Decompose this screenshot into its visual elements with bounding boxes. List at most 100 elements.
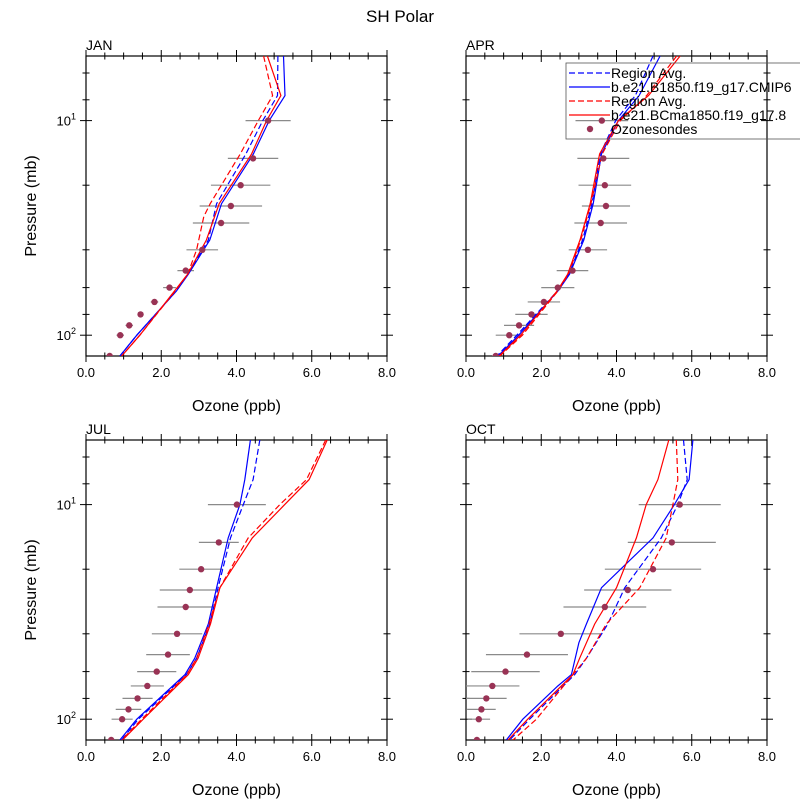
ozonesonde-point — [502, 668, 509, 675]
panel-title: APR — [466, 37, 495, 53]
panel-oct: OCT 0.0 2.0 4.0 6.0 8.0 Ozone (ppb) — [457, 421, 776, 799]
x-axis-label: Ozone (ppb) — [572, 398, 661, 415]
ozonesonde-point — [515, 322, 523, 329]
ozonesonde-point — [602, 202, 610, 210]
y-tick-base: 10 — [57, 498, 71, 513]
ozonesonde-point — [117, 332, 124, 339]
y-tick-base: 10 — [57, 712, 71, 727]
figure-title: SH Polar — [366, 7, 434, 26]
y-tick-label: 101 — [57, 112, 76, 129]
legend-marker — [586, 125, 594, 133]
legend-item: b.e21.BCma1850.f19_g17.8 — [569, 107, 786, 123]
series-line-model-red — [498, 56, 681, 356]
x-tick-label: 8.0 — [378, 749, 396, 764]
legend-label: b.e21.BCma1850.f19_g17.8 — [611, 107, 786, 123]
legend-item: Region Avg. — [569, 65, 686, 81]
ozonesonde-point — [601, 182, 609, 189]
ozonesonde-point — [478, 706, 485, 713]
ozonesonde-point — [126, 322, 133, 329]
x-tick-label: 0.0 — [77, 365, 95, 380]
plot-area — [466, 440, 721, 740]
ozonesonde-point — [173, 630, 181, 638]
ozonesonde-point — [540, 298, 548, 306]
ozonesonde-point — [554, 284, 562, 291]
x-tick-label: 2.0 — [532, 749, 550, 764]
legend-item: Ozonesondes — [586, 121, 697, 137]
legend-label: Ozonesondes — [611, 121, 697, 137]
x-tick-label: 6.0 — [303, 365, 321, 380]
ozonesonde-point — [523, 651, 531, 658]
ozonesonde-point — [598, 117, 606, 124]
legend-label: Region Avg. — [611, 93, 686, 109]
series-line-region-avg-blue — [496, 56, 654, 356]
y-tick-exponent: 2 — [71, 710, 76, 720]
ozonesonde-point — [237, 182, 244, 189]
ozonesonde-point — [153, 668, 160, 675]
ozonesonde-point — [186, 586, 194, 594]
panel-apr: APR 0.0 2.0 4.0 6.0 8.0 Ozone (ppb) — [457, 37, 776, 415]
y-tick-label: 102 — [57, 326, 76, 343]
ozonesonde-point — [106, 352, 113, 356]
ozonesonde-point — [217, 219, 225, 227]
ozonesonde-point — [182, 603, 189, 611]
ozonesonde-point — [197, 566, 205, 573]
x-tick-label: 4.0 — [607, 749, 625, 764]
series-line-model-red — [121, 56, 282, 356]
ozonesonde-point — [125, 706, 132, 713]
ozonesonde-point — [118, 716, 126, 723]
plot-area — [108, 440, 328, 740]
x-tick-label: 8.0 — [378, 365, 396, 380]
y-axis-label: Pressure (mb) — [23, 539, 40, 640]
legend-label: Region Avg. — [611, 65, 686, 81]
ozonesonde-point — [475, 716, 482, 723]
x-tick-label: 2.0 — [152, 365, 170, 380]
ozonesonde-point — [569, 267, 576, 274]
x-tick-label: 2.0 — [532, 365, 550, 380]
series-line-model-blue — [119, 440, 251, 740]
ozonesonde-point — [557, 630, 565, 638]
legend-label: b.e21.B1850.f19_g17.CMIP6 — [611, 79, 792, 95]
ozonesonde-point — [215, 539, 223, 546]
ozonesonde-point — [584, 246, 592, 254]
y-tick-label: 101 — [57, 496, 76, 513]
x-tick-label: 0.0 — [457, 365, 475, 380]
ozonesonde-point — [108, 736, 115, 740]
y-tick-base: 10 — [57, 328, 71, 343]
ozonesonde-point — [166, 284, 173, 291]
panel-title: JUL — [86, 421, 111, 437]
ozonesonde-point — [483, 695, 490, 702]
ozonesonde-point — [182, 267, 189, 274]
y-tick-exponent: 2 — [71, 326, 76, 336]
y-tick-exponent: 1 — [71, 496, 76, 506]
y-tick-base: 10 — [57, 114, 71, 129]
ozonesonde-point — [164, 651, 172, 658]
ozonesonde-point — [151, 298, 158, 306]
ozonesonde-point — [137, 311, 144, 318]
legend-item: b.e21.B1850.f19_g17.CMIP6 — [569, 79, 792, 95]
ozonesonde-point — [676, 501, 683, 508]
x-tick-label: 6.0 — [303, 749, 321, 764]
ozonesonde-point — [624, 586, 631, 594]
ozonesonde-point — [134, 695, 141, 702]
series-line-region-avg-red — [121, 440, 327, 740]
legend-item: Region Avg. — [569, 93, 686, 109]
x-tick-label: 6.0 — [683, 365, 701, 380]
y-tick-exponent: 1 — [71, 112, 76, 122]
x-tick-label: 8.0 — [758, 749, 776, 764]
ozonesonde-point — [249, 155, 257, 162]
x-tick-label: 6.0 — [683, 749, 701, 764]
plot-frame — [85, 439, 388, 741]
ozonesonde-point — [668, 539, 676, 546]
series-line-model-red — [122, 440, 328, 740]
x-axis-label: Ozone (ppb) — [192, 398, 281, 415]
x-tick-label: 4.0 — [227, 749, 245, 764]
ozonesonde-point — [233, 501, 241, 508]
x-tick-label: 2.0 — [152, 749, 170, 764]
ozonesonde-point — [492, 352, 499, 356]
ozonesonde-point — [264, 117, 272, 124]
ozonesonde-point — [199, 246, 206, 254]
y-axis-label: Pressure (mb) — [23, 155, 40, 256]
